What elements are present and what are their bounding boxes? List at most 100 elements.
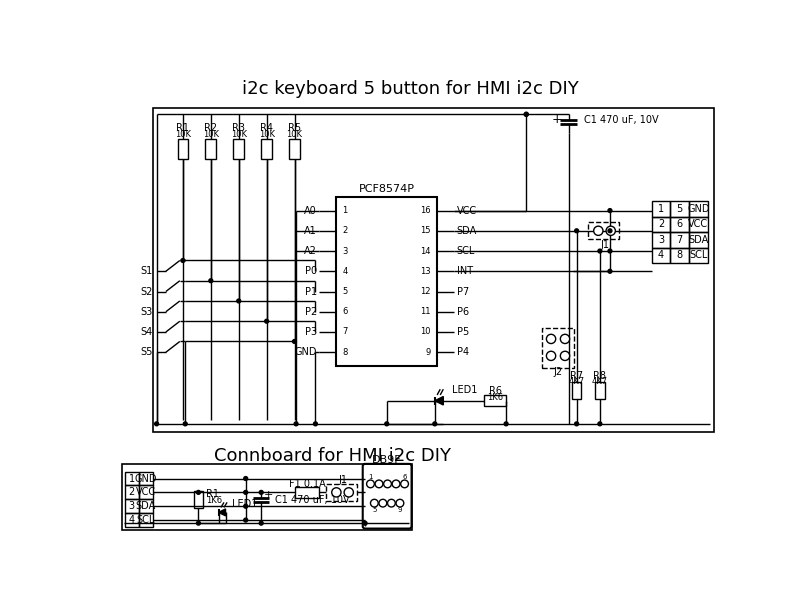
- Text: SDA: SDA: [457, 226, 477, 236]
- Text: R2: R2: [204, 123, 218, 133]
- Text: R3: R3: [232, 123, 246, 133]
- Text: 10K: 10K: [203, 130, 219, 139]
- Bar: [125, 471, 138, 485]
- Bar: [138, 513, 153, 527]
- Bar: [670, 247, 689, 263]
- Bar: [234, 139, 244, 159]
- Bar: [670, 232, 689, 247]
- Text: 14: 14: [421, 247, 431, 256]
- Bar: [326, 484, 358, 501]
- Text: LED1: LED1: [452, 385, 478, 395]
- Circle shape: [608, 269, 612, 273]
- Bar: [262, 139, 272, 159]
- Circle shape: [332, 488, 341, 497]
- Circle shape: [574, 422, 578, 426]
- Text: A1: A1: [304, 226, 317, 236]
- Circle shape: [197, 521, 200, 525]
- Circle shape: [387, 499, 395, 507]
- Circle shape: [560, 335, 570, 344]
- Circle shape: [183, 422, 187, 426]
- Bar: [125, 499, 138, 513]
- Text: i2c keyboard 5 button for HMI i2c DIY: i2c keyboard 5 button for HMI i2c DIY: [242, 80, 578, 98]
- Circle shape: [392, 480, 400, 488]
- Circle shape: [546, 351, 556, 361]
- Bar: [652, 247, 670, 263]
- Text: R8: R8: [594, 371, 606, 381]
- Text: 2: 2: [658, 219, 664, 230]
- Text: 1: 1: [129, 473, 135, 484]
- Circle shape: [197, 490, 200, 494]
- Circle shape: [504, 422, 508, 426]
- Circle shape: [259, 490, 263, 494]
- Circle shape: [375, 480, 383, 488]
- Circle shape: [598, 422, 602, 426]
- Text: 4K7: 4K7: [569, 377, 585, 386]
- Circle shape: [237, 299, 241, 303]
- Text: INT: INT: [457, 266, 473, 276]
- Text: R5: R5: [288, 123, 301, 133]
- Bar: [588, 222, 619, 239]
- Text: VCC: VCC: [688, 219, 708, 230]
- Text: 6: 6: [677, 219, 682, 230]
- Bar: [652, 201, 670, 217]
- Circle shape: [396, 499, 404, 507]
- Text: S2: S2: [140, 287, 153, 296]
- Bar: [689, 217, 708, 232]
- Bar: [689, 247, 708, 263]
- Circle shape: [244, 476, 248, 481]
- Text: J1: J1: [338, 475, 347, 485]
- Text: P3: P3: [305, 327, 317, 337]
- Text: 1: 1: [368, 474, 373, 480]
- Text: +: +: [263, 490, 273, 500]
- Bar: [689, 232, 708, 247]
- Bar: [542, 328, 574, 368]
- Text: J1: J1: [600, 239, 609, 250]
- Text: DB9F: DB9F: [372, 455, 402, 465]
- Text: 3: 3: [129, 501, 135, 511]
- Bar: [670, 201, 689, 217]
- Text: 3: 3: [342, 247, 348, 256]
- Bar: [138, 471, 153, 485]
- Text: 11: 11: [421, 307, 431, 316]
- Polygon shape: [435, 396, 443, 405]
- Text: 4K7: 4K7: [592, 377, 608, 386]
- Bar: [485, 395, 506, 406]
- Bar: [572, 382, 582, 399]
- Text: P5: P5: [457, 327, 469, 337]
- Text: S3: S3: [141, 307, 153, 317]
- Circle shape: [370, 499, 378, 507]
- Text: R1: R1: [177, 123, 190, 133]
- Text: 9: 9: [398, 507, 402, 513]
- Text: F1 0.1A: F1 0.1A: [289, 479, 326, 489]
- Circle shape: [344, 488, 354, 497]
- Text: R4: R4: [260, 123, 273, 133]
- Text: P4: P4: [457, 347, 469, 357]
- Circle shape: [379, 499, 386, 507]
- Bar: [138, 499, 153, 513]
- Text: LED1: LED1: [232, 499, 257, 509]
- Circle shape: [524, 112, 528, 116]
- Circle shape: [259, 521, 263, 525]
- Text: SCL: SCL: [457, 246, 475, 256]
- Text: P0: P0: [305, 266, 317, 276]
- Bar: [194, 491, 203, 508]
- Text: 4: 4: [342, 267, 348, 276]
- Text: 13: 13: [420, 267, 431, 276]
- Text: R1: R1: [206, 489, 219, 499]
- Text: 8: 8: [677, 250, 682, 260]
- Text: 6: 6: [402, 474, 407, 480]
- Text: 10K: 10K: [258, 130, 274, 139]
- Text: 1K6: 1K6: [206, 496, 222, 505]
- Text: 10K: 10K: [175, 130, 191, 139]
- Text: 8: 8: [342, 348, 348, 357]
- Polygon shape: [218, 509, 226, 516]
- Circle shape: [606, 226, 615, 235]
- Text: 12: 12: [421, 287, 431, 296]
- Text: 2: 2: [342, 226, 348, 235]
- Bar: [138, 485, 153, 499]
- Text: GND: GND: [294, 347, 317, 357]
- Circle shape: [265, 319, 269, 323]
- Text: SCL: SCL: [137, 515, 155, 525]
- Text: 4: 4: [658, 250, 664, 260]
- Text: 5: 5: [677, 204, 683, 214]
